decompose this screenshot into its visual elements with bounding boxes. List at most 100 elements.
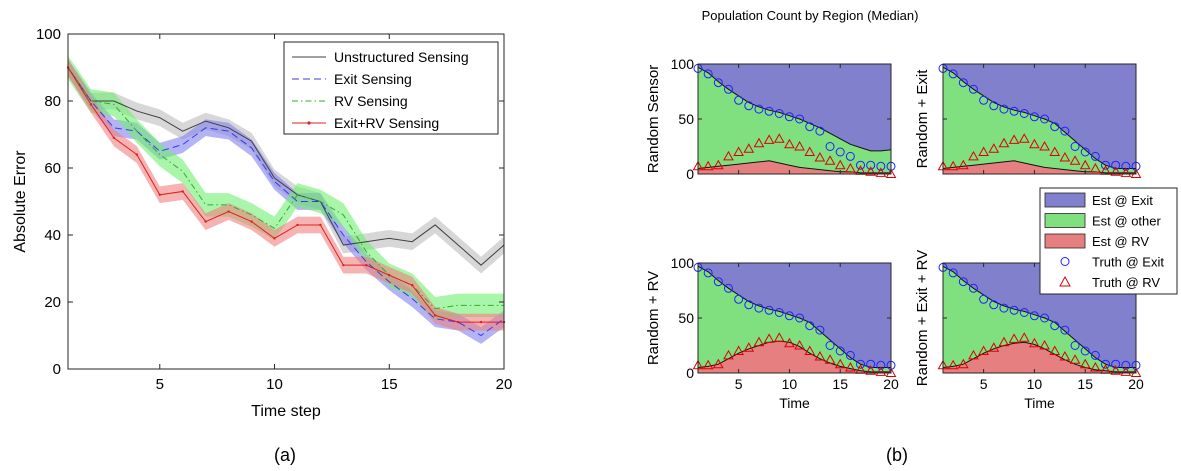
boundary-line-exit [697,265,891,368]
truth-exit-marker [835,346,845,356]
truth-rv-marker [743,342,755,352]
truth-rv-marker [1120,167,1132,177]
x-tick-label: 15 [1077,376,1093,392]
x-axis-label: Time [779,395,810,411]
legend-b-label: Truth @ RV [1092,275,1160,290]
truth-rv-marker [1039,339,1050,350]
truth-exit-marker [774,109,784,118]
truth-rv-marker [834,159,846,170]
boundary-line-exit [697,66,892,152]
x-tick-label: 5 [735,376,743,392]
legend-b-circle-marker [1060,257,1070,266]
y-axis-label: Random + Exit [914,69,931,169]
data-point [135,153,139,156]
truth-rv-marker [763,134,775,144]
truth-rv-marker [814,151,826,162]
truth-rv-marker [988,342,1000,352]
x-tick-label: 20 [1128,376,1144,392]
truth-exit-marker [805,122,815,132]
legend-b-label: Est @ RV [1092,234,1149,249]
x-axis-label: Time [1024,395,1055,411]
figure-b-title: Population Count by Region (Median) [702,8,919,23]
truth-exit-marker [1019,308,1029,317]
x-tick-label: 10 [266,376,283,393]
y-tick-label: 0 [53,361,61,378]
truth-exit-marker [1029,112,1039,122]
truth-rv-marker [743,143,755,153]
truth-exit-marker [1101,359,1111,369]
y-tick-label: 0 [686,365,694,381]
truth-rv-marker [1049,345,1061,355]
area-est-other [943,266,1136,373]
y-tick-label: 100 [671,255,695,271]
data-point [181,190,184,193]
truth-rv-marker [1090,361,1101,372]
data-point [250,220,253,223]
truth-exit-marker [825,142,835,151]
truth-exit-marker [1060,126,1070,136]
series-line-exit-rv [67,67,504,323]
truth-exit-marker [1050,321,1060,331]
x-axis-label: Time step [251,403,321,420]
truth-exit-marker [968,283,978,293]
truth-exit-marker [713,78,723,88]
truth-rv-marker [1029,138,1040,149]
truth-rv-marker [784,337,795,348]
truth-rv-marker [1059,151,1071,162]
data-point [319,223,322,227]
truth-rv-marker [865,365,877,375]
truth-exit-marker [1080,147,1090,157]
truth-exit-marker [703,69,713,79]
data-point [204,220,207,223]
truth-rv-marker [1008,134,1020,144]
band-exit-rv [68,59,504,331]
truth-rv-marker [824,155,836,165]
truth-exit-marker [1090,350,1100,360]
truth-exit-marker [784,311,794,321]
truth-rv-marker [784,138,795,149]
area-est-other [943,67,1136,174]
axes-box [67,33,505,370]
truth-rv-marker [723,150,734,161]
area-est-rv [943,160,1136,174]
truth-rv-marker [968,150,979,161]
truth-exit-marker [856,359,866,369]
truth-exit-marker [1070,142,1080,151]
truth-rv-marker [1110,365,1122,375]
truth-exit-marker [764,106,774,116]
x-tick-label: 10 [1027,376,1043,392]
truth-rv-marker [1069,155,1081,165]
truth-rv-marker [804,146,816,156]
truth-exit-marker [734,95,744,105]
y-tick-label: 0 [686,166,694,182]
truth-exit-marker [958,277,968,287]
area-est-other [698,266,891,373]
boundary-line-exit [942,265,1136,368]
x-tick-label: 15 [832,376,848,392]
legend-b-label: Truth @ Exit [1092,255,1164,270]
truth-exit-marker [713,277,723,287]
truth-rv-marker [794,339,805,350]
boundary-line-rv [697,340,891,373]
truth-rv-marker [702,160,714,171]
area-chart-1: 0 50 100 Random Sensor [645,56,897,182]
area-est-rv [698,160,891,174]
truth-rv-marker [998,336,1010,347]
truth-exit-marker [948,268,958,278]
truth-rv-marker [753,137,765,148]
truth-exit-marker [1111,160,1121,170]
data-point [411,284,414,287]
truth-exit-marker [989,101,999,111]
truth-exit-marker [815,325,825,335]
data-point [112,136,116,140]
x-tick-label: 20 [496,376,513,393]
legend-b-swatch [1044,213,1086,228]
truth-exit-marker [764,305,774,315]
truth-rv-marker [733,146,744,156]
data-point [456,320,460,324]
area-est-other [698,67,891,174]
x-tick-label: 5 [156,376,164,393]
truth-rv-marker [1069,354,1081,364]
y-tick-label: 20 [44,294,61,311]
